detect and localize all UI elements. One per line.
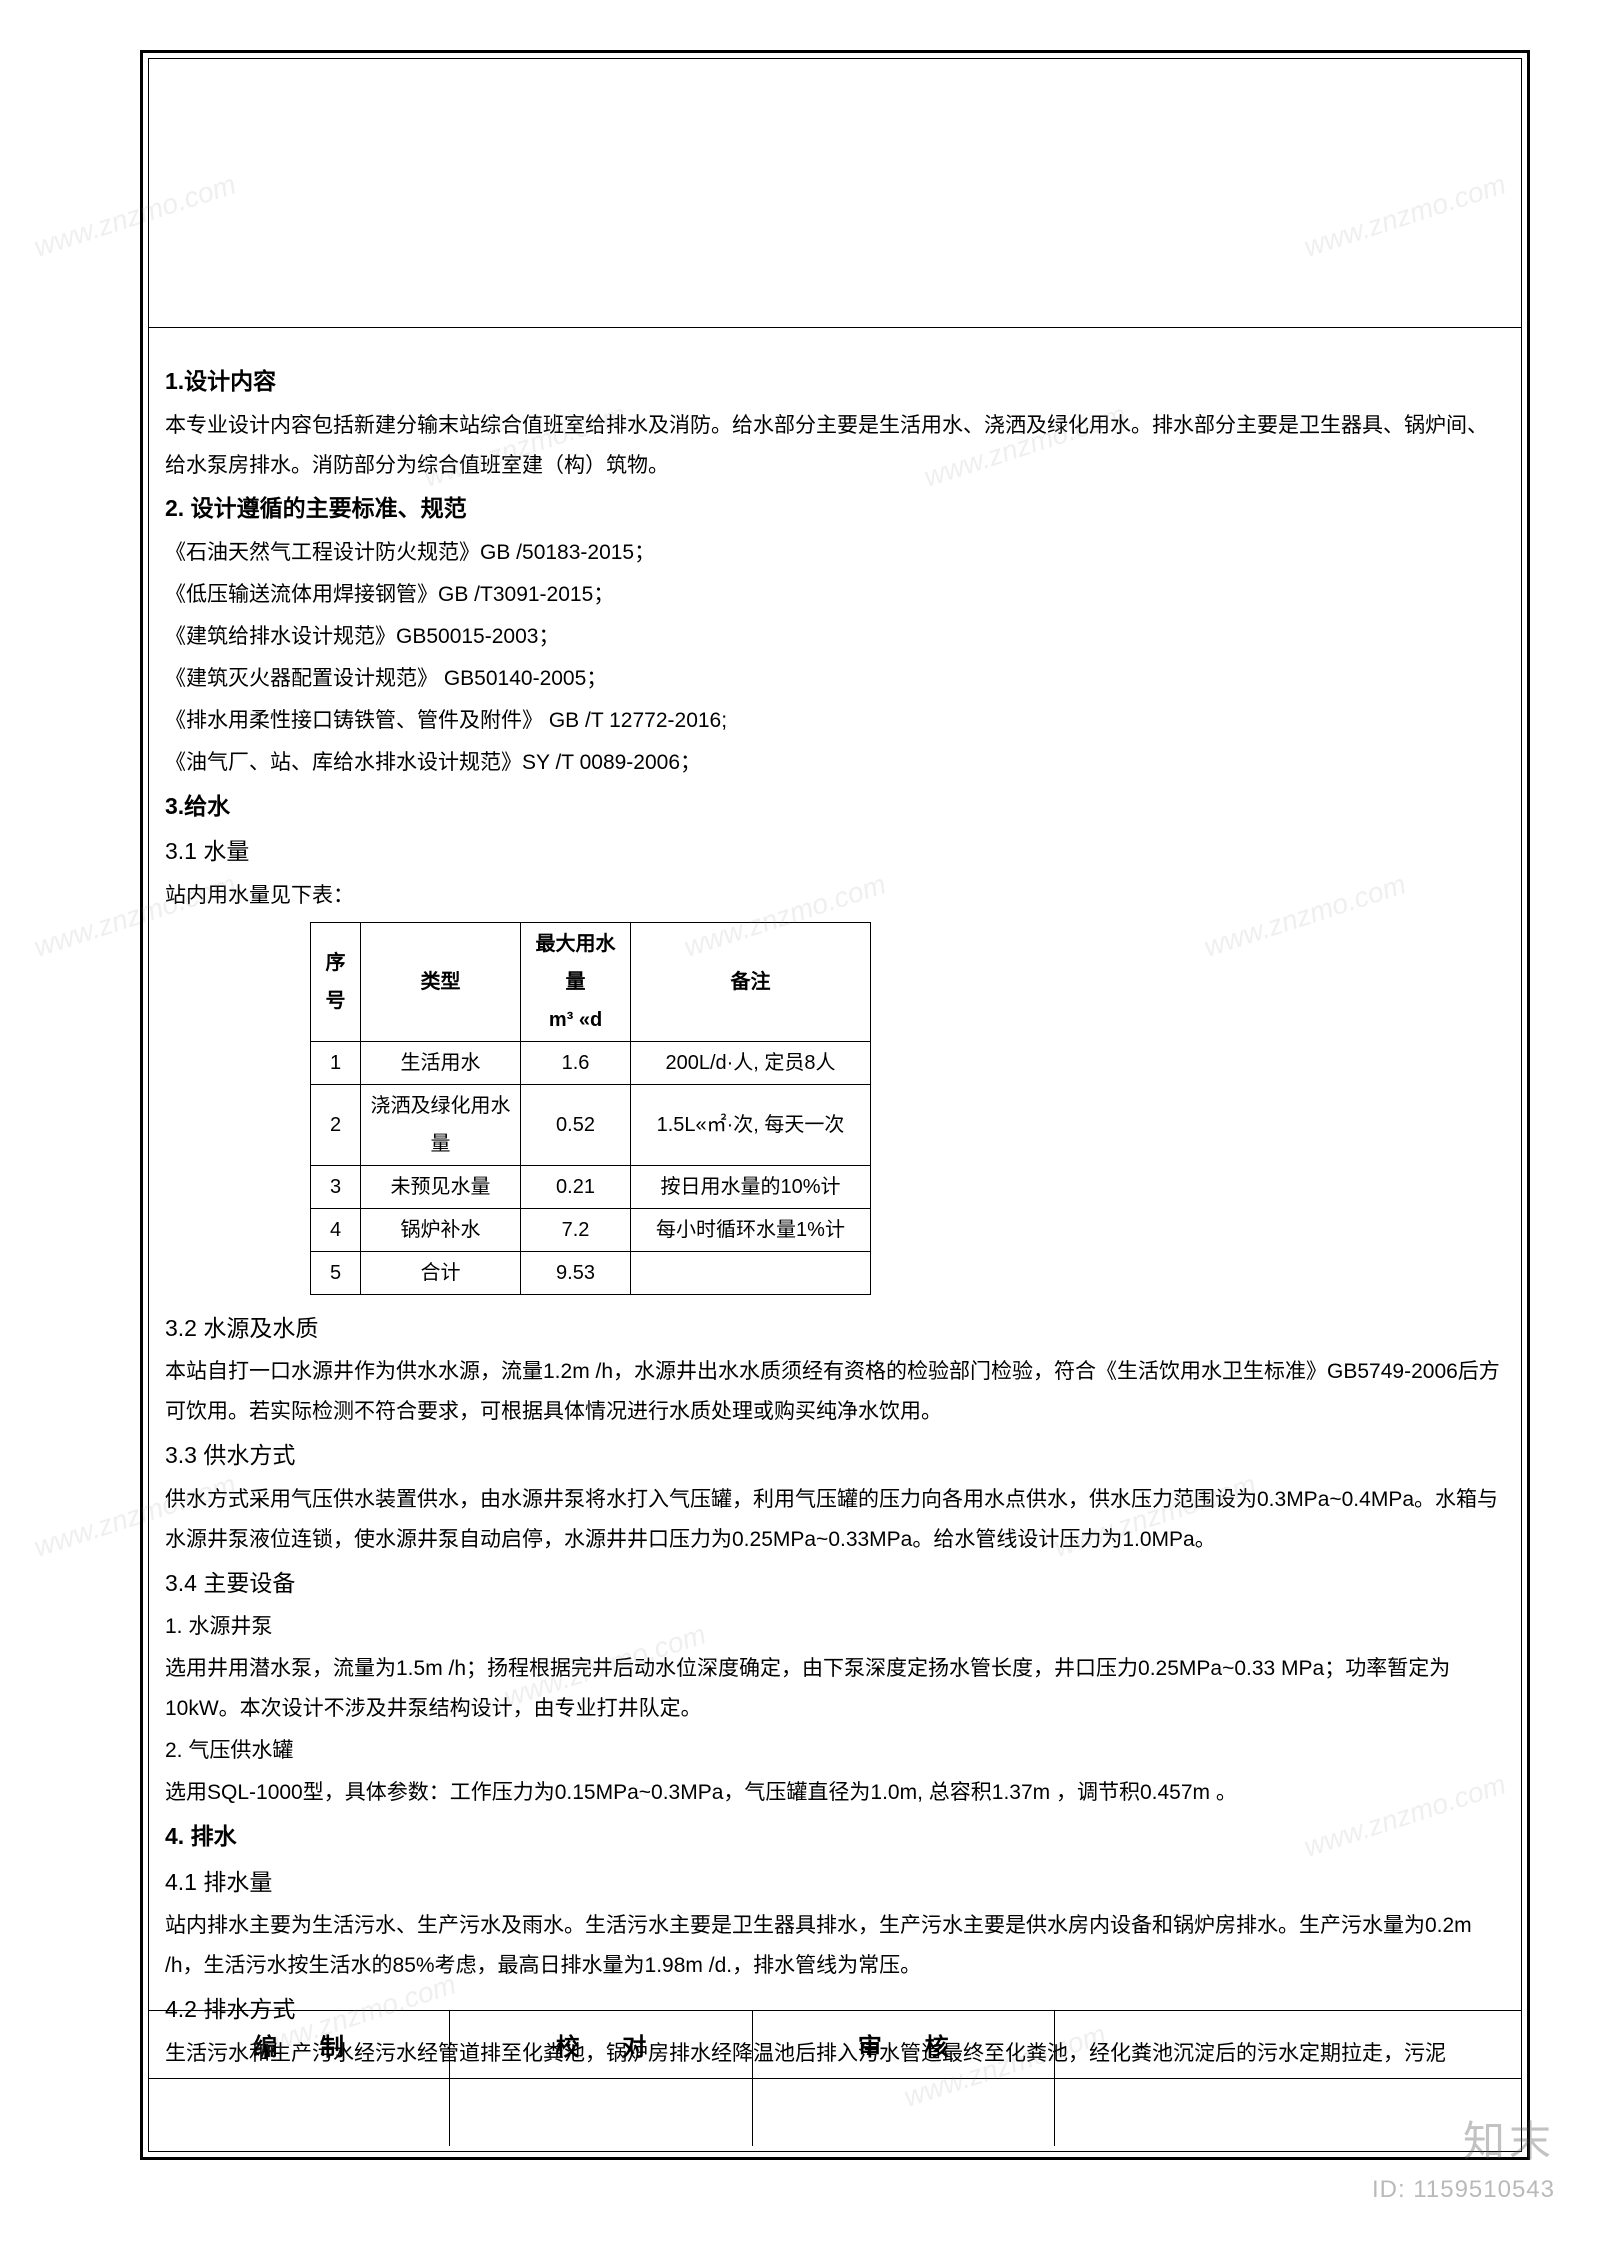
- cell: 每小时循环水量1%计: [631, 1208, 871, 1251]
- sec2-item: 《石油天然气工程设计防火规范》GB /50183-2015；: [165, 533, 1505, 573]
- sec2-item: 《排水用柔性接口铸铁管、管件及附件》 GB /T 12772-2016;: [165, 701, 1505, 741]
- cell: 未预见水量: [361, 1165, 521, 1208]
- titlecell: [1055, 2078, 1522, 2146]
- drawing-page: 1.设计内容 本专业设计内容包括新建分输末站综合值班室给排水及消防。给水部分主要…: [0, 0, 1600, 2264]
- sec32-body: 本站自打一口水源井作为供水水源，流量1.2m /h，水源井出水水质须经有资格的检…: [165, 1352, 1505, 1432]
- cell: 2: [311, 1084, 361, 1165]
- sec2-item: 《建筑灭火器配置设计规范》 GB50140-2005；: [165, 659, 1505, 699]
- titlecell-blank: [1055, 2010, 1522, 2078]
- table-row: 3 未预见水量 0.21 按日用水量的10%计: [311, 1165, 871, 1208]
- cell: 200L/d·人, 定员8人: [631, 1041, 871, 1084]
- cell: 5: [311, 1251, 361, 1294]
- cell: 1.6: [521, 1041, 631, 1084]
- title-row-1: 编 制 校 对 审 核: [148, 2010, 1522, 2078]
- titlecell: [450, 2078, 752, 2146]
- sec32-heading: 3.2 水源及水质: [165, 1307, 1505, 1351]
- cell: 9.53: [521, 1251, 631, 1294]
- table-header-row: 序号 类型 最大用水量m³ «d 备注: [311, 922, 871, 1041]
- table-row: 2 浇洒及绿化用水量 0.52 1.5L«㎡·次, 每天一次: [311, 1084, 871, 1165]
- cell: 生活用水: [361, 1041, 521, 1084]
- titlecell-edit: 编 制: [148, 2010, 450, 2078]
- titlecell: [753, 2078, 1055, 2146]
- sec4-heading: 4. 排水: [165, 1815, 1505, 1859]
- cell: 0.21: [521, 1165, 631, 1208]
- cell: 合计: [361, 1251, 521, 1294]
- th-seq: 序号: [311, 922, 361, 1041]
- titlecell-check: 校 对: [450, 2010, 752, 2078]
- cell: [631, 1251, 871, 1294]
- title-block: 编 制 校 对 审 核: [148, 2010, 1522, 2152]
- cell: 浇洒及绿化用水量: [361, 1084, 521, 1165]
- watermark-id: ID: 1159510543: [1372, 2176, 1555, 2204]
- th-type: 类型: [361, 922, 521, 1041]
- table-row: 1 生活用水 1.6 200L/d·人, 定员8人: [311, 1041, 871, 1084]
- sec41-heading: 4.1 排水量: [165, 1861, 1505, 1905]
- cell: 4: [311, 1208, 361, 1251]
- sec3-heading: 3.给水: [165, 785, 1505, 829]
- cell: 1.5L«㎡·次, 每天一次: [631, 1084, 871, 1165]
- sec34-2-heading: 2. 气压供水罐: [165, 1731, 1505, 1771]
- sec2-item: 《油气厂、站、库给水排水设计规范》SY /T 0089-2006；: [165, 743, 1505, 783]
- sec2-heading: 2. 设计遵循的主要标准、规范: [165, 487, 1505, 531]
- sec1-heading: 1.设计内容: [165, 360, 1505, 404]
- titlecell-review: 审 核: [753, 2010, 1055, 2078]
- cell: 7.2: [521, 1208, 631, 1251]
- sec34-1-heading: 1. 水源井泵: [165, 1607, 1505, 1647]
- sec2-item: 《低压输送流体用焊接钢管》GB /T3091-2015；: [165, 575, 1505, 615]
- sec33-heading: 3.3 供水方式: [165, 1434, 1505, 1478]
- title-row-2: [148, 2078, 1522, 2146]
- sec33-body: 供水方式采用气压供水装置供水，由水源井泵将水打入气压罐，利用气压罐的压力向各用水…: [165, 1480, 1505, 1560]
- table-row: 5 合计 9.53: [311, 1251, 871, 1294]
- sec34-1-body: 选用井用潜水泵，流量为1.5m /h；扬程根据完井后动水位深度确定，由下泵深度定…: [165, 1649, 1505, 1729]
- sec2-item: 《建筑给排水设计规范》GB50015-2003；: [165, 617, 1505, 657]
- cell: 0.52: [521, 1084, 631, 1165]
- titlecell: [148, 2078, 450, 2146]
- document-body: 1.设计内容 本专业设计内容包括新建分输末站综合值班室给排水及消防。给水部分主要…: [165, 360, 1505, 2076]
- sec34-2-body: 选用SQL-1000型，具体参数：工作压力为0.15MPa~0.3MPa，气压罐…: [165, 1773, 1505, 1813]
- th-max: 最大用水量m³ «d: [521, 922, 631, 1041]
- watermark-brand: 知末: [1463, 2108, 1555, 2169]
- cell: 按日用水量的10%计: [631, 1165, 871, 1208]
- table-row: 4 锅炉补水 7.2 每小时循环水量1%计: [311, 1208, 871, 1251]
- th-note: 备注: [631, 922, 871, 1041]
- cell: 3: [311, 1165, 361, 1208]
- sec41-body: 站内排水主要为生活污水、生产污水及雨水。生活污水主要是卫生器具排水，生产污水主要…: [165, 1906, 1505, 1986]
- sec34-heading: 3.4 主要设备: [165, 1562, 1505, 1606]
- top-empty-block: [148, 58, 1522, 328]
- cell: 锅炉补水: [361, 1208, 521, 1251]
- cell: 1: [311, 1041, 361, 1084]
- sec31-heading: 3.1 水量: [165, 830, 1505, 874]
- sec31-body: 站内用水量见下表：: [165, 876, 1505, 916]
- water-usage-table: 序号 类型 最大用水量m³ «d 备注 1 生活用水 1.6 200L/d·人,…: [310, 922, 871, 1295]
- sec1-body: 本专业设计内容包括新建分输末站综合值班室给排水及消防。给水部分主要是生活用水、浇…: [165, 406, 1505, 486]
